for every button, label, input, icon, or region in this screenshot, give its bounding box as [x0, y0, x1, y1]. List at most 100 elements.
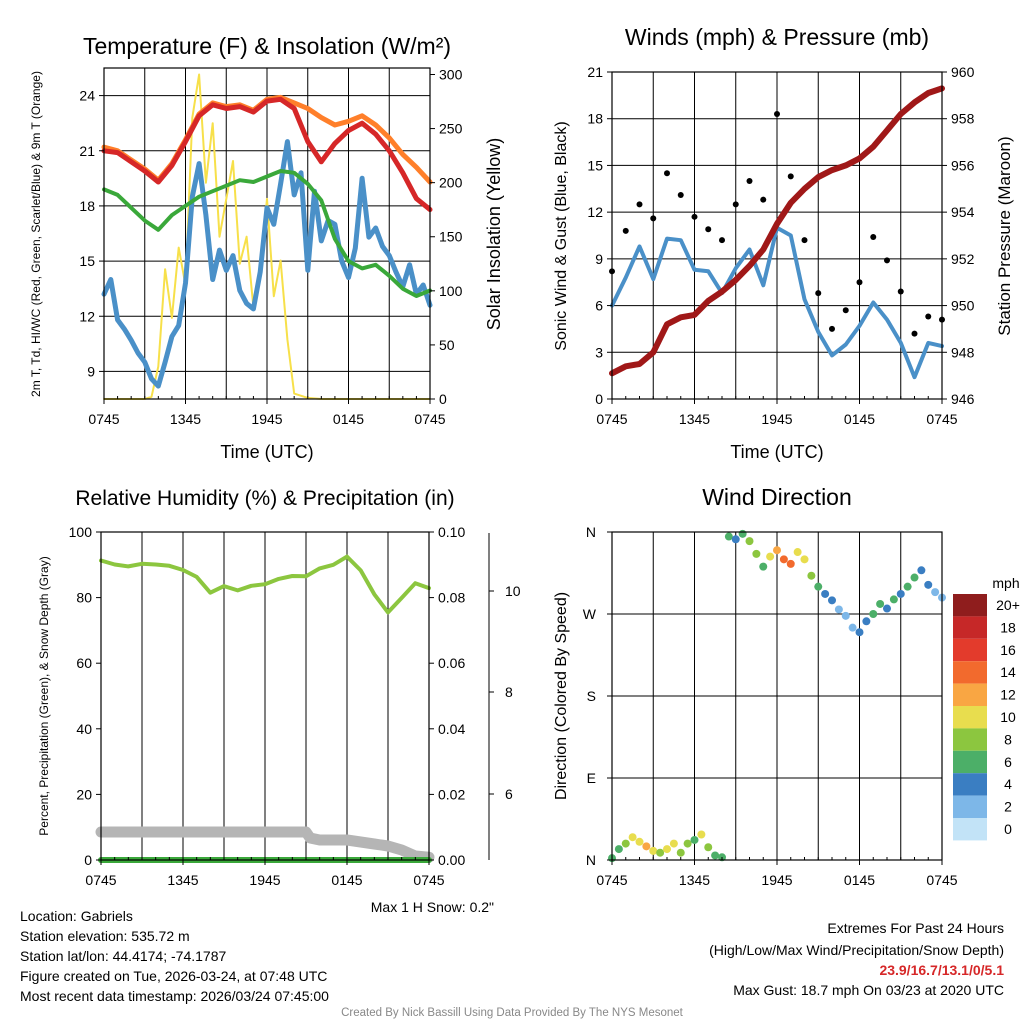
wind-ytick-right-label: 960 [951, 64, 975, 80]
direction-point [931, 588, 940, 597]
direction-point [759, 562, 768, 571]
wind-xtick-label: 1345 [679, 411, 710, 427]
direction-point [917, 566, 926, 575]
rh-ytick-label: 40 [76, 721, 92, 737]
dir-xtick-label: 0745 [926, 872, 957, 888]
dir-xtick-label: 1945 [761, 872, 792, 888]
rh-ytick-right-label: 0.04 [438, 721, 465, 737]
gust-dot [705, 226, 712, 233]
temp-xlabel: Time (UTC) [220, 442, 313, 462]
legend-swatch [953, 818, 987, 841]
rh-xtick-label: 1945 [249, 872, 280, 888]
temp-xtick-label: 0745 [88, 411, 119, 427]
direction-point [773, 546, 781, 555]
rh-ytick-label: 60 [76, 655, 92, 671]
direction-point [821, 589, 830, 598]
gust-dot [884, 257, 890, 264]
rh-xtick-label: 1345 [167, 872, 198, 888]
direction-point [889, 595, 898, 604]
gust-dot [746, 178, 753, 184]
wind-ytick-right-label: 946 [951, 391, 975, 407]
wind-xtick-label: 0145 [844, 411, 875, 427]
rh-xtick-label: 0745 [85, 872, 116, 888]
temp-ytick-right-label: 300 [439, 66, 463, 82]
wind-ytick-label: 9 [595, 251, 603, 267]
recent-text: Most recent data timestamp: 2026/03/24 0… [20, 988, 329, 1004]
dir-ytick-label: N [586, 524, 596, 540]
legend-swatch [953, 750, 987, 774]
dir-ytick-label: N [586, 852, 596, 868]
legend-label: 0 [1004, 821, 1012, 837]
rh-ytick-right-label: 0.06 [438, 655, 465, 671]
direction-point [924, 580, 933, 589]
gust-dot [925, 313, 932, 320]
legend-swatch [953, 728, 987, 751]
dir-xtick-label: 0145 [844, 872, 875, 888]
gust-dot [636, 201, 643, 208]
wind-xtick-label: 0745 [926, 411, 957, 427]
legend-swatch [953, 683, 987, 706]
wind-ytick-label: 21 [587, 64, 603, 80]
legend-swatch [953, 661, 987, 684]
windchill-line [101, 139, 433, 389]
wind-title: Winds (mph) & Pressure (mb) [625, 24, 929, 50]
direction-point [628, 833, 637, 842]
direction-point [745, 537, 754, 546]
created-text: Figure created on Tue, 2026-03-24, at 07… [20, 968, 328, 984]
info-block: Location: Gabriels Station elevation: 53… [20, 906, 329, 1006]
temp-ylabel-right: Solar Insolation (Yellow) [484, 138, 504, 330]
direction-point [676, 848, 685, 857]
snow-axis-label: 6 [505, 786, 513, 802]
temp-ytick-label: 15 [79, 253, 95, 269]
temp-ytick-right-label: 250 [439, 121, 463, 137]
wind-xtick-label: 0745 [596, 411, 627, 427]
credit-text: Created By Nick Bassill Using Data Provi… [341, 1007, 683, 1019]
temp-xtick-label: 1945 [251, 411, 282, 427]
wind-ytick-label: 15 [587, 157, 603, 173]
gust-dot [622, 227, 629, 234]
rh-panel: Relative Humidity (%) & Precipitation (i… [37, 487, 521, 915]
direction-point [807, 571, 816, 580]
temp-ylabel: 2m T, Td, HI/WC (Red, Green, Scarlet/Blu… [29, 71, 43, 397]
gust-dot [911, 330, 918, 337]
direction-point [731, 535, 740, 544]
legend-label: 12 [1000, 687, 1016, 703]
location-text: Location: Gabriels [20, 908, 133, 924]
wind-ytick-label: 18 [587, 111, 603, 127]
temp-2m-line [101, 96, 433, 213]
direction-point [752, 549, 761, 558]
direction-point [800, 555, 809, 564]
dir-ytick-label: W [583, 606, 597, 622]
temp-xtick-label: 0745 [414, 411, 445, 427]
legend-label: 8 [1004, 731, 1012, 747]
legend-swatch [953, 594, 987, 617]
gust-dot [732, 201, 739, 208]
wind-xlabel: Time (UTC) [730, 442, 823, 462]
snow-depth-line [95, 826, 435, 863]
direction-point [876, 599, 885, 608]
temp-title: Temperature (F) & Insolation (W/m²) [83, 33, 451, 59]
gust-dot [787, 173, 794, 180]
rh-footer: Max 1 H Snow: 0.2" [371, 899, 494, 915]
dir-title: Wind Direction [702, 484, 852, 510]
legend-label: 14 [1000, 664, 1016, 680]
gust-dot [774, 111, 780, 118]
temp-ytick-right-label: 100 [439, 283, 463, 299]
legend-label: 10 [1000, 709, 1016, 725]
gust-dot [719, 237, 725, 244]
rh-ytick-right-label: 0.08 [438, 590, 465, 606]
rh-ytick-right-label: 0.10 [438, 524, 465, 540]
extremes-values: 23.9/16.7/13.1/0/5.1 [879, 962, 1004, 978]
temp-ytick-label: 18 [79, 198, 95, 214]
direction-point [903, 582, 912, 591]
direction-point [614, 845, 623, 854]
legend-swatch [953, 773, 987, 796]
direction-point [635, 837, 644, 846]
temp-ytick-right-label: 150 [439, 229, 463, 245]
gust-dot [677, 192, 684, 199]
rh-ytick-right-label: 0.02 [438, 786, 465, 802]
direction-point [697, 830, 706, 839]
direction-point [869, 610, 878, 618]
gust-dot [760, 196, 767, 203]
dir-xtick-label: 1345 [679, 872, 710, 888]
